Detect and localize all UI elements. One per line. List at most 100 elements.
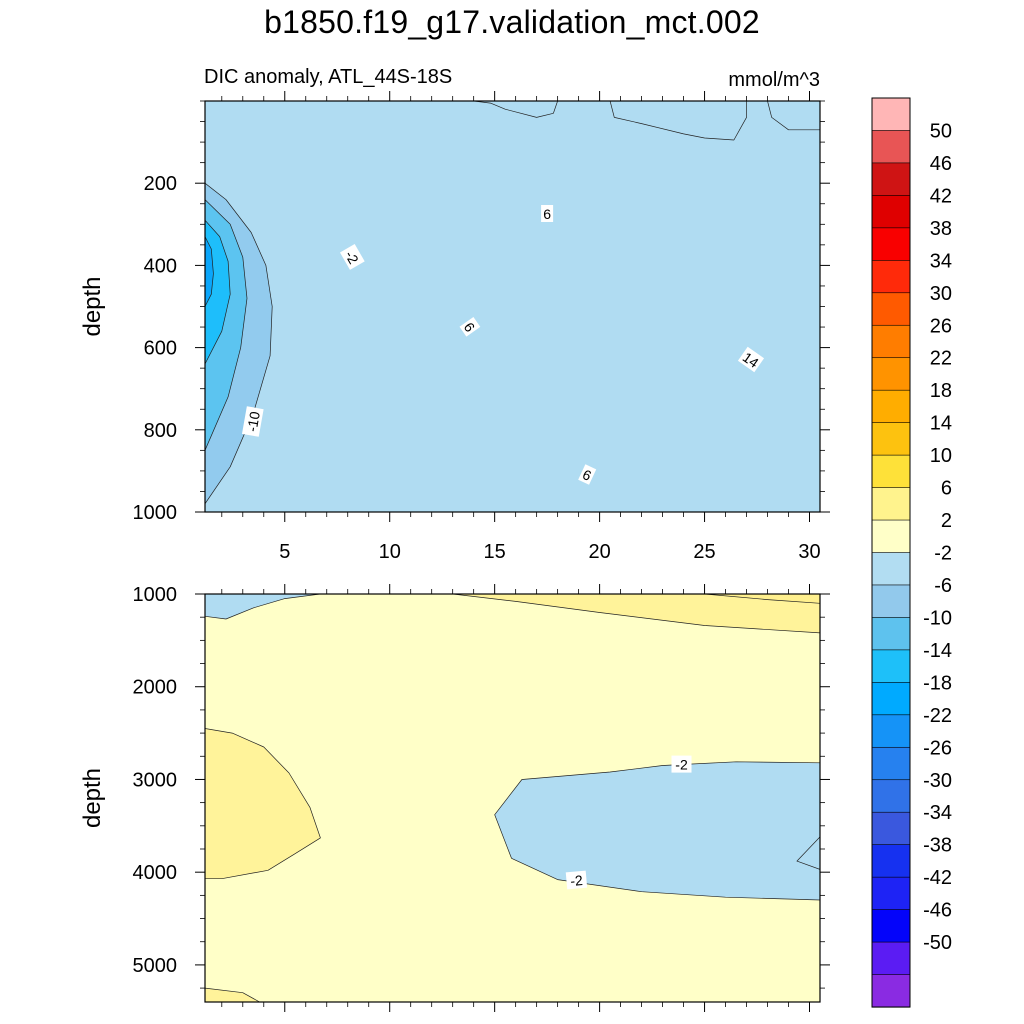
x-tick-label: 20	[588, 541, 610, 563]
colorbar-label: -50	[923, 932, 952, 954]
colorbar-box	[871, 552, 911, 586]
upper-contour-fills	[205, 101, 820, 512]
colorbar-label: -26	[923, 737, 952, 759]
x-tick-label: 15	[484, 541, 506, 563]
upper-panel: 5 10 15 20 25 30 200 400 600 800 1000 depth -2 -10 6 6 6…	[79, 91, 830, 563]
contour-label: -2	[565, 870, 588, 890]
colorbar-label: -42	[923, 867, 952, 889]
colorbar-box	[871, 454, 911, 489]
colorbar-box	[871, 195, 911, 229]
colorbar-label: 26	[930, 315, 952, 337]
colorbar-box	[871, 389, 911, 424]
colorbar-box	[871, 617, 911, 651]
colorbar-box	[871, 584, 911, 619]
colorbar-label: -6	[934, 575, 952, 597]
colorbar-label: -34	[923, 802, 952, 824]
lower-contour-region	[796, 836, 820, 870]
y-tick-label: 400	[144, 255, 177, 277]
colorbar-box	[871, 746, 911, 781]
colorbar-label: 6	[941, 478, 952, 500]
colorbar-box	[871, 357, 911, 391]
colorbar-label: -22	[923, 705, 952, 727]
y-tick-label: 1000	[133, 502, 178, 524]
colorbar-box	[871, 292, 911, 326]
y-tick-label: 4000	[133, 862, 178, 884]
contour-label-box	[565, 870, 588, 890]
colorbar-box	[871, 162, 911, 196]
colorbar-box	[871, 324, 911, 359]
colorbar-box	[871, 519, 911, 554]
colorbar-box	[871, 844, 911, 878]
lower-plot-frame	[204, 593, 821, 1003]
y-tick-label: 200	[144, 173, 177, 195]
colorbar-label: -46	[923, 900, 952, 922]
contour-label: 6	[578, 464, 597, 485]
colorbar-box	[871, 974, 911, 1008]
lower-contour-region	[704, 594, 820, 604]
upper-contour-region	[767, 101, 820, 131]
colorbar-box	[871, 487, 911, 521]
y-tick-label: 2000	[133, 677, 178, 699]
lower-contour-region	[205, 728, 321, 880]
upper-contour-region	[609, 101, 747, 141]
contour-label: 6	[459, 317, 481, 337]
colorbar-box	[871, 422, 911, 456]
upper-contour-region	[473, 101, 558, 118]
y-tick-label: 3000	[133, 769, 178, 791]
colorbar-frame	[871, 97, 911, 1008]
colorbar-label: -10	[923, 607, 952, 629]
contour-label-box	[671, 755, 692, 773]
lower-contour-fills	[205, 594, 820, 1002]
upper-contour-region	[205, 101, 820, 512]
y-axis-label: depth	[79, 768, 106, 828]
colorbar-label: 22	[930, 348, 952, 370]
contour-label: 14	[737, 346, 765, 373]
colorbar-box	[871, 97, 911, 132]
contour-label-text: 6	[543, 206, 551, 222]
colorbar-box	[871, 779, 911, 813]
colorbar-box	[871, 714, 911, 748]
contour-label: -2	[339, 244, 365, 270]
colorbar-label: 10	[930, 445, 952, 467]
colorbar-label: -2	[934, 543, 952, 565]
lower-contour-region	[205, 594, 321, 620]
colorbar-label: 38	[930, 218, 952, 240]
contour-label: 6	[541, 205, 554, 222]
colorbar-label: -30	[923, 770, 952, 792]
lower-contour-region	[205, 987, 260, 1002]
subtitle-units: mmol/m^3	[728, 69, 820, 91]
contour-label-box	[578, 464, 597, 485]
colorbar-box	[871, 876, 911, 911]
colorbar-box	[871, 682, 911, 716]
contour-label-text: -10	[244, 410, 263, 433]
contour-label: -2	[671, 755, 692, 773]
subtitle-left: DIC anomaly, ATL_44S-18S	[204, 66, 452, 88]
x-tick-label: 30	[798, 541, 820, 563]
colorbar-label: 2	[941, 510, 952, 532]
contour-label-box	[737, 346, 765, 373]
colorbar-label: 50	[930, 121, 952, 143]
contour-label-box	[459, 317, 481, 337]
colorbar-box	[871, 227, 911, 261]
chart-title: b1850.f19_g17.validation_mct.002	[264, 4, 760, 40]
x-tick-label: 10	[379, 541, 401, 563]
colorbar-box	[871, 130, 911, 164]
colorbar-box	[871, 649, 911, 683]
colorbar-box	[871, 260, 911, 294]
contour-label-box	[541, 205, 554, 222]
y-tick-label: 600	[144, 338, 177, 360]
colorbar: 50 46 42 38 34 30 26 22 18 14 10 6 2 -2 -6 -10 -14 -18 -22…	[871, 97, 952, 1008]
contour-label-box	[339, 244, 365, 270]
colorbar-label: 18	[930, 380, 952, 402]
x-tick-label: 5	[279, 541, 290, 563]
contour-label-box	[242, 406, 264, 437]
colorbar-box	[871, 941, 911, 976]
contour-label-text: -2	[570, 872, 584, 889]
colorbar-label: -14	[923, 640, 952, 662]
colorbar-label: 46	[930, 153, 952, 175]
y-axis-label: depth	[79, 276, 106, 336]
contour-label-text: -2	[675, 757, 688, 773]
colorbar-box	[871, 811, 911, 846]
lower-panel: 1000 2000 3000 4000 5000 depth -2 -2	[79, 584, 830, 1012]
